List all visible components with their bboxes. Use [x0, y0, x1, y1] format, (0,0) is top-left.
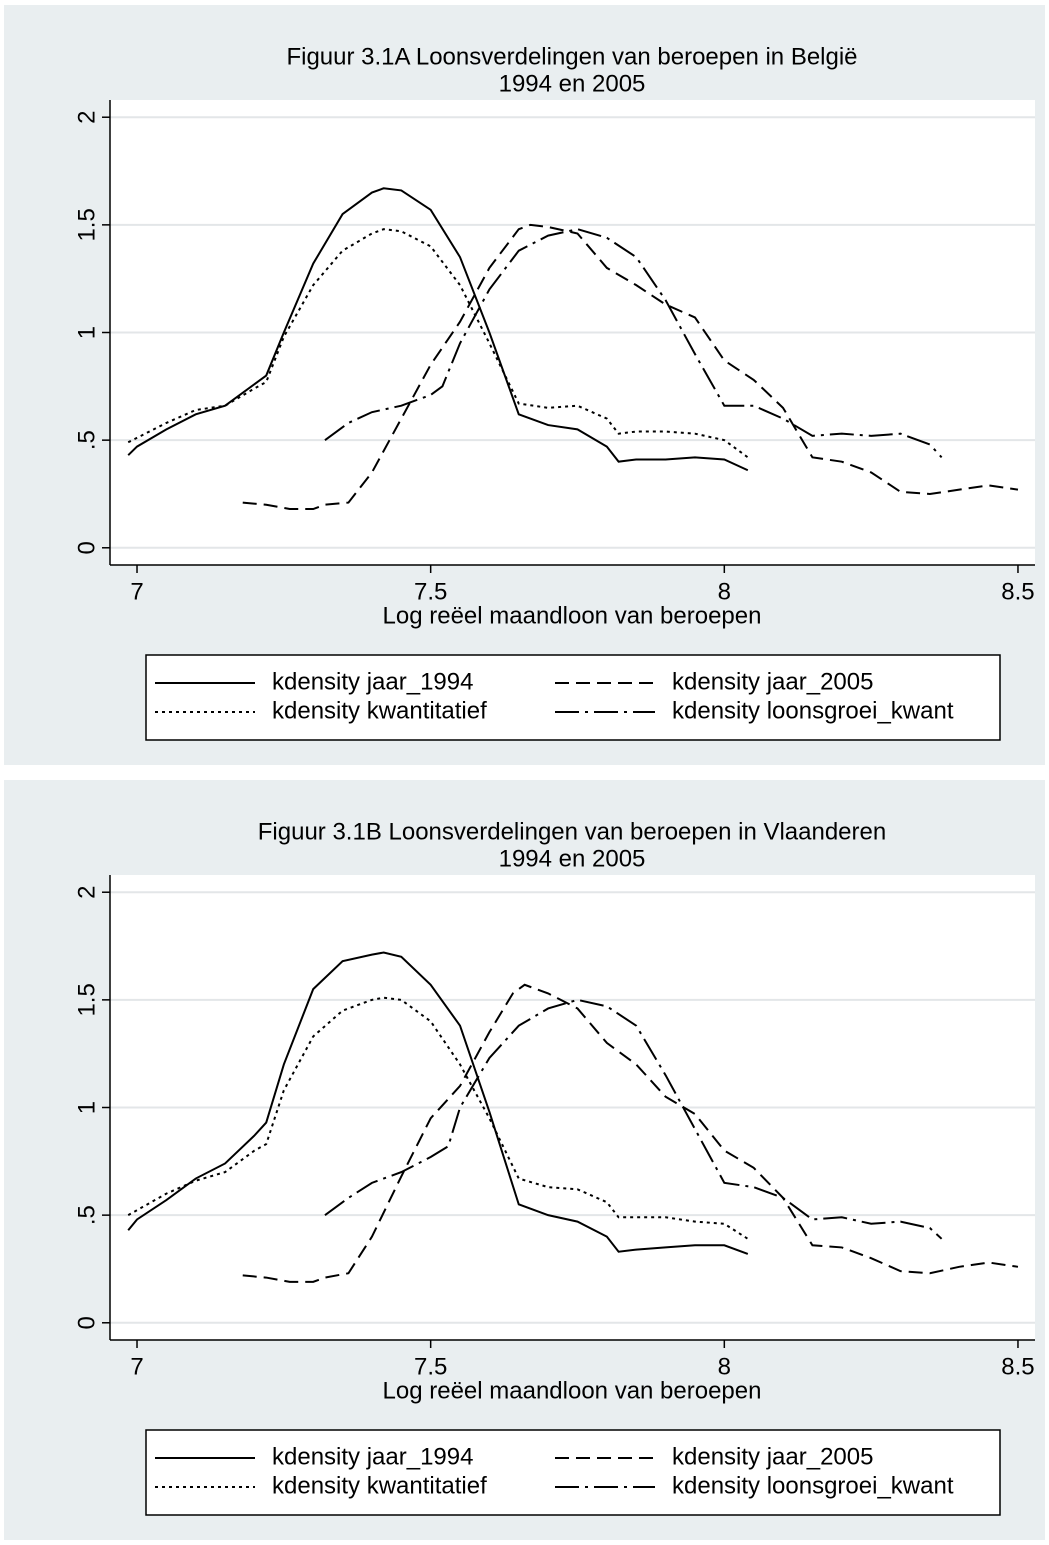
legend-label: kdensity kwantitatief — [272, 697, 487, 724]
legend-label: kdensity jaar_2005 — [672, 1443, 873, 1470]
y-tick-label: 1 — [73, 326, 100, 339]
density-line — [324, 228, 943, 459]
x-tick-label: 7.5 — [414, 578, 447, 605]
y-tick-label: 1.5 — [73, 208, 100, 241]
legend-label: kdensity jaar_1994 — [272, 668, 473, 695]
legend-box — [145, 1429, 1001, 1516]
chart-title: Figuur 3.1B Loonsverdelingen van beroepe… — [258, 818, 886, 845]
x-tick-label: 7 — [130, 1353, 143, 1380]
density-line — [127, 187, 749, 472]
legend-label: kdensity loonsgroei_kwant — [672, 697, 954, 724]
legend-box — [145, 654, 1001, 741]
density-line — [242, 223, 1019, 511]
y-tick-label: 0 — [73, 1316, 100, 1329]
y-tick-label: .5 — [73, 1205, 100, 1225]
x-tick-label: 7.5 — [414, 1353, 447, 1380]
density-line — [242, 983, 1019, 1283]
chart-subtitle: 1994 en 2005 — [499, 70, 646, 97]
x-tick-label: 8 — [718, 578, 731, 605]
density-line — [324, 998, 943, 1240]
legend-label: kdensity jaar_2005 — [672, 668, 873, 695]
x-tick-label: 8.5 — [1001, 578, 1034, 605]
y-tick-label: 1 — [73, 1101, 100, 1114]
density-line — [127, 996, 749, 1240]
x-tick-label: 8 — [718, 1353, 731, 1380]
chart-subtitle: 1994 en 2005 — [499, 845, 646, 872]
x-tick-label: 7 — [130, 578, 143, 605]
x-axis-title: Log reëel maandloon van beroepen — [383, 1377, 762, 1404]
x-tick-label: 8.5 — [1001, 1353, 1034, 1380]
y-tick-label: .5 — [73, 430, 100, 450]
y-tick-label: 2 — [73, 886, 100, 899]
y-tick-label: 1.5 — [73, 983, 100, 1016]
y-tick-label: 2 — [73, 111, 100, 124]
x-axis-title: Log reëel maandloon van beroepen — [383, 602, 762, 629]
y-tick-label: 0 — [73, 541, 100, 554]
legend-label: kdensity loonsgroei_kwant — [672, 1472, 954, 1499]
legend-label: kdensity jaar_1994 — [272, 1443, 473, 1470]
chart-title: Figuur 3.1A Loonsverdelingen van beroepe… — [286, 43, 857, 70]
legend-label: kdensity kwantitatief — [272, 1472, 487, 1499]
density-line — [127, 951, 749, 1255]
